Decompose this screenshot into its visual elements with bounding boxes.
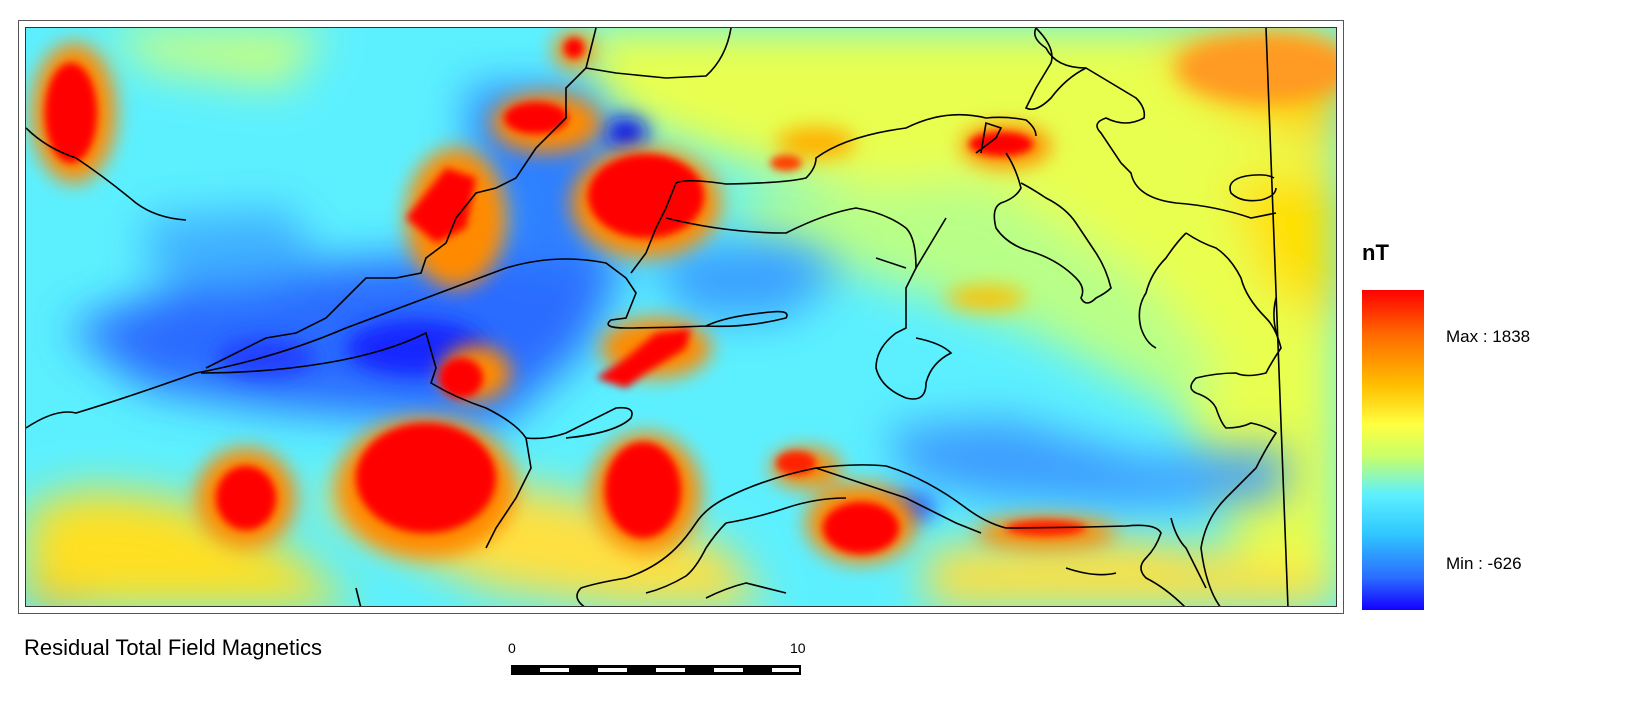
legend-max-label: Max : 1838 [1446, 327, 1531, 346]
high-anomalies-core [45, 38, 1086, 554]
legend-color-ramp [1362, 290, 1424, 610]
map-frame [18, 20, 1344, 614]
scale-start-label: 0 [508, 640, 516, 656]
map-title: Residual Total Field Magnetics [24, 635, 322, 660]
scale-bar-graphic [511, 665, 801, 675]
legend-min-label: Min : -626 [1446, 554, 1522, 573]
scale-end-label: 10 [790, 640, 806, 656]
legend-unit-label: nT [1362, 240, 1389, 265]
magnetic-field-raster [26, 28, 1336, 606]
scale-bar: 0 10 [505, 640, 815, 680]
vector-lines [26, 28, 1289, 606]
map-canvas[interactable] [25, 27, 1337, 607]
